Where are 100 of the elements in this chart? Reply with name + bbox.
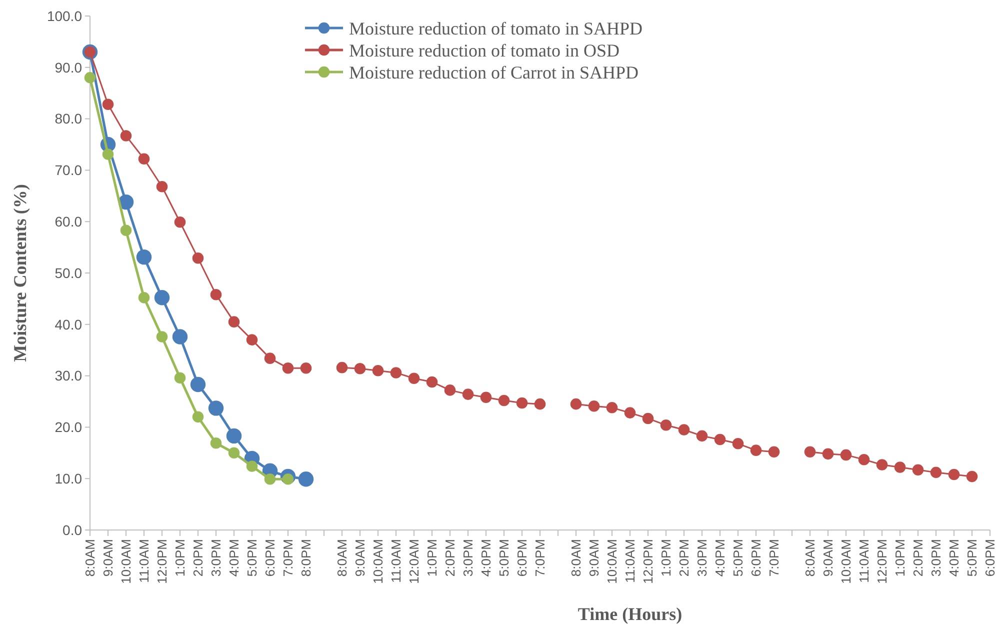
x-tick-label: 8:0AM bbox=[568, 539, 584, 577]
point bbox=[840, 449, 852, 461]
point bbox=[192, 252, 204, 264]
y-tick-label: 0.0 bbox=[62, 522, 82, 538]
point bbox=[534, 398, 546, 410]
x-tick-label: 1:0PM bbox=[424, 539, 440, 577]
y-tick-label: 50.0 bbox=[54, 264, 82, 281]
point bbox=[912, 464, 924, 476]
x-tick-label: 11:0AM bbox=[856, 539, 872, 583]
x-tick-label: 9:0AM bbox=[820, 539, 836, 577]
point bbox=[948, 468, 960, 480]
point bbox=[516, 397, 528, 409]
point bbox=[226, 428, 242, 444]
point bbox=[570, 398, 582, 410]
legend-label: Moisture reduction of Carrot in SAHPD bbox=[349, 62, 638, 82]
x-tick-label: 10:0AM bbox=[838, 539, 854, 584]
point bbox=[300, 362, 312, 374]
point bbox=[282, 362, 294, 374]
x-tick-label: 3:0PM bbox=[460, 539, 476, 577]
x-tick-label: 1:0PM bbox=[892, 539, 908, 577]
x-tick-label: 3:0PM bbox=[208, 539, 224, 577]
point bbox=[750, 444, 762, 456]
point bbox=[804, 446, 816, 458]
x-tick-label: 4:0PM bbox=[478, 539, 494, 577]
point bbox=[120, 130, 132, 142]
legend-label: Moisture reduction of tomato in SAHPD bbox=[349, 18, 642, 38]
point bbox=[228, 316, 240, 328]
x-tick-label: 6:0PM bbox=[982, 539, 998, 577]
y-axis-title: Moisture Contents (%) bbox=[10, 184, 30, 362]
x-tick-label: 9:0AM bbox=[100, 539, 116, 577]
x-tick-label: 11:0AM bbox=[136, 539, 152, 583]
point bbox=[190, 376, 206, 392]
x-tick-label: 4:0PM bbox=[226, 539, 242, 577]
point bbox=[172, 329, 188, 344]
x-tick-label: 12:0PM bbox=[154, 539, 170, 584]
point bbox=[354, 362, 366, 374]
point bbox=[336, 362, 348, 374]
x-tick-label: 8:0AM bbox=[82, 539, 98, 577]
x-tick-label: 10:0AM bbox=[118, 539, 134, 584]
point bbox=[246, 334, 258, 346]
point bbox=[372, 365, 384, 376]
point bbox=[498, 394, 510, 406]
point bbox=[156, 181, 168, 192]
point bbox=[154, 290, 170, 306]
point bbox=[642, 412, 654, 424]
point bbox=[102, 148, 114, 160]
point bbox=[102, 98, 114, 110]
x-tick-label: 5:0PM bbox=[244, 539, 260, 577]
y-tick-label: 80.0 bbox=[54, 110, 82, 127]
point bbox=[714, 434, 726, 446]
point bbox=[480, 392, 492, 404]
x-tick-label: 11:0AM bbox=[388, 539, 404, 583]
y-tick-label: 90.0 bbox=[54, 59, 82, 76]
point bbox=[264, 352, 276, 364]
point bbox=[138, 153, 150, 165]
y-tick-label: 30.0 bbox=[54, 368, 82, 384]
point bbox=[426, 376, 438, 388]
point bbox=[768, 446, 780, 458]
point bbox=[876, 459, 888, 470]
x-tick-label: 1:0PM bbox=[658, 539, 674, 577]
point bbox=[136, 249, 152, 265]
x-tick-label: 3:0PM bbox=[928, 539, 944, 577]
x-tick-label: 2:0PM bbox=[676, 539, 692, 577]
x-tick-label: 12:0AM bbox=[406, 539, 422, 584]
point bbox=[822, 448, 834, 460]
x-tick-label: 2:0PM bbox=[190, 539, 206, 577]
point bbox=[408, 372, 420, 384]
x-axis-title: Time (Hours) bbox=[578, 604, 682, 624]
point bbox=[462, 388, 474, 400]
point bbox=[228, 447, 240, 459]
x-tick-label: 7:0PM bbox=[532, 539, 548, 577]
point bbox=[588, 400, 600, 412]
x-tick-label: 7:0PM bbox=[280, 539, 296, 577]
y-tick-label: 60.0 bbox=[54, 214, 82, 230]
x-tick-label: 10:0AM bbox=[370, 539, 386, 584]
x-tick-label: 5:0PM bbox=[496, 539, 512, 577]
point bbox=[192, 411, 204, 423]
point bbox=[624, 407, 636, 418]
point bbox=[606, 402, 618, 414]
x-tick-label: 6:0PM bbox=[514, 539, 530, 577]
point bbox=[732, 438, 744, 450]
x-tick-label: 3:0PM bbox=[694, 539, 710, 577]
y-tick-label: 10.0 bbox=[54, 470, 82, 486]
x-tick-label: 5:0PM bbox=[730, 539, 746, 577]
point bbox=[894, 462, 906, 473]
point bbox=[390, 367, 402, 378]
point bbox=[174, 372, 186, 384]
x-tick-label: 9:0AM bbox=[586, 539, 602, 577]
x-tick-label: 1:0PM bbox=[172, 539, 188, 577]
point bbox=[264, 473, 276, 485]
point bbox=[156, 331, 168, 342]
x-tick-label: 4:0PM bbox=[712, 539, 728, 577]
x-tick-label: 6:0PM bbox=[748, 539, 764, 577]
point bbox=[208, 400, 224, 416]
point bbox=[660, 420, 672, 431]
x-tick-label: 2:0PM bbox=[442, 539, 458, 577]
point bbox=[678, 424, 690, 436]
x-tick-label: 4:0PM bbox=[946, 539, 962, 577]
point bbox=[174, 216, 186, 228]
point bbox=[120, 224, 132, 236]
